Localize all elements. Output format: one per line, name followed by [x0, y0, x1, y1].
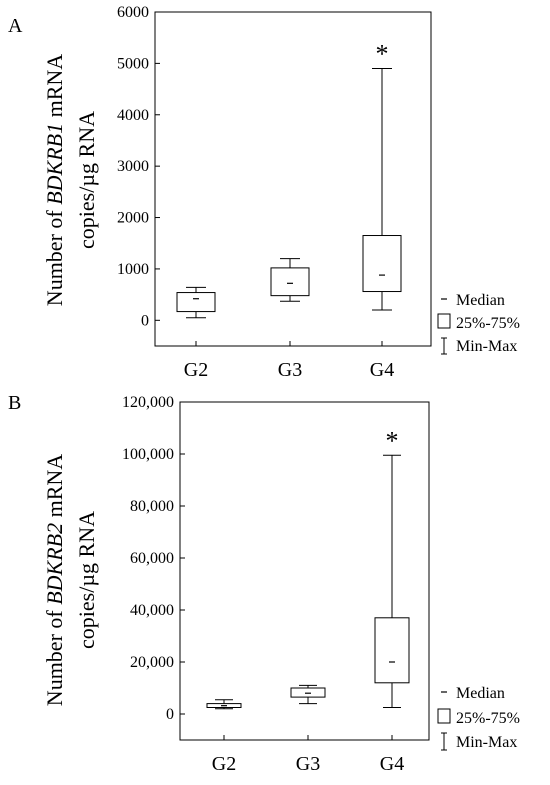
panel-b: B Number of BDKRB2 mRNA copies/µg RNA 0 2…: [8, 392, 520, 775]
box-g4: *: [374, 426, 410, 708]
panel-a-axes: 0 1000 2000 3000 4000 5000 6000 G2 G3 G4: [117, 4, 394, 381]
panel-a-ylabel-line2: copies/µg RNA: [74, 111, 99, 249]
legend-a-iqr-label: 25%-75%: [456, 315, 520, 332]
y-tick-label: 4000: [117, 107, 149, 124]
panel-b-plot-frame: [179, 401, 430, 741]
box-g3: [270, 258, 310, 302]
box-g2: [176, 286, 216, 319]
panel-b-ylabel-line1: Number of BDKRB2 mRNA: [42, 454, 67, 706]
y-tick-label: 100,000: [122, 446, 174, 463]
panel-b-label: B: [8, 392, 21, 414]
x-tick-label: G4: [370, 359, 394, 381]
y-tick-label: 6000: [117, 4, 149, 21]
panel-b-axes: 0 20,000 40,000 60,000 80,000 100,000 120,000 G…: [122, 394, 404, 775]
panel-b-ylabel-prefix: Number of: [42, 605, 67, 706]
legend-a-iqr-swatch: [437, 313, 451, 329]
panel-a-ylabel-gene: BDKRB1: [42, 123, 67, 205]
significance-marker: *: [386, 426, 399, 455]
iqr-box: [362, 235, 402, 293]
y-tick-label: 60,000: [130, 550, 174, 567]
panel-b-boxes: *: [206, 426, 410, 710]
panel-a-boxes: *: [176, 40, 402, 319]
panel-a-legend: Median 25%-75% Min-Max: [437, 292, 520, 355]
panel-a-plot-frame: [154, 11, 432, 347]
box-g2: [206, 699, 242, 710]
y-tick-label: 3000: [117, 158, 149, 175]
panel-a-ylabel-line1: Number of BDKRB1 mRNA: [42, 54, 67, 306]
significance-marker: *: [376, 40, 389, 69]
y-tick-label: 0: [141, 312, 149, 329]
y-tick-label: 80,000: [130, 498, 174, 515]
y-tick-label: 1000: [117, 261, 149, 278]
y-tick-label: 40,000: [130, 602, 174, 619]
panel-a-label: A: [8, 15, 23, 37]
panel-b-ylabel-gene: BDKRB2: [42, 523, 67, 605]
panel-b-legend: Median 25%-75% Min-Max: [437, 685, 520, 751]
panel-a: A Number of BDKRB1 mRNA copies/µg RNA 0 1…: [8, 4, 520, 381]
legend-a-range-label: Min-Max: [456, 338, 517, 355]
iqr-box: [270, 267, 310, 297]
panel-b-ylabel-line2: copies/µg RNA: [74, 511, 99, 649]
legend-b-range-label: Min-Max: [456, 734, 517, 751]
y-tick-label: 0: [166, 706, 174, 723]
legend-a-median-label: Median: [456, 292, 505, 309]
y-tick-label: 20,000: [130, 654, 174, 671]
iqr-box: [290, 687, 326, 698]
x-tick-label: G3: [278, 359, 302, 381]
legend-b-iqr-swatch: [437, 708, 451, 724]
y-tick-label: 2000: [117, 210, 149, 227]
legend-b-range-swatch: [441, 732, 447, 751]
panel-b-ylabel-suffix: mRNA: [42, 454, 67, 523]
legend-b-iqr-label: 25%-75%: [456, 710, 520, 727]
x-tick-label: G2: [212, 753, 236, 775]
legend-a-range-swatch: [441, 337, 447, 355]
panel-a-ylabel-prefix: Number of: [42, 205, 67, 306]
panel-a-ylabel-suffix: mRNA: [42, 54, 67, 123]
x-tick-label: G4: [380, 753, 404, 775]
y-tick-label: 5000: [117, 55, 149, 72]
box-g4: *: [362, 40, 402, 311]
box-g3: [290, 684, 326, 705]
iqr-box: [176, 292, 216, 313]
x-tick-label: G3: [296, 753, 320, 775]
x-tick-label: G2: [184, 359, 208, 381]
iqr-box: [374, 617, 410, 684]
y-tick-label: 120,000: [122, 394, 174, 411]
legend-b-median-label: Median: [456, 685, 505, 702]
